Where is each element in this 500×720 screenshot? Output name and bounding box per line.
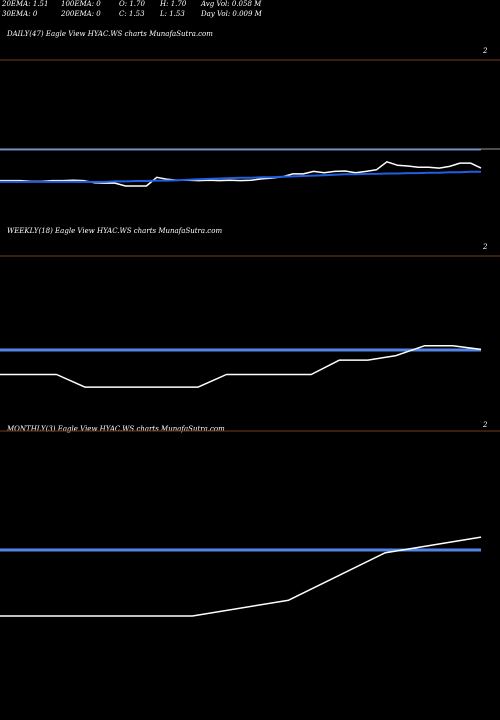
weekly-panel-title: WEEKLY(18) Eagle View HYAC.WS charts Mun… — [7, 227, 222, 235]
daily-ema-line — [0, 170, 481, 183]
stat-high: H: 1.70 — [160, 0, 187, 8]
monthly-panel-title: MONTHLY(3) Eagle View HYAC.WS charts Mun… — [6, 425, 225, 433]
stat-200ema: 200EMA: 0 — [61, 10, 101, 18]
stat-close: C: 1.53 — [119, 10, 145, 18]
daily-panel-title: DAILY(47) Eagle View HYAC.WS charts Muna… — [6, 30, 213, 38]
stat-20ema: 20EMA: 1.51 — [2, 0, 49, 8]
stat-30ema: 30EMA: 0 — [2, 10, 38, 18]
weekly-axis-tick: 2 — [482, 243, 488, 251]
monthly-price-line — [0, 536, 482, 617]
stat-avg-vol: Avg Vol: 0.058 M — [201, 0, 262, 8]
daily-axis-tick: 2 — [482, 47, 488, 55]
daily-price-line — [0, 161, 482, 187]
stat-low: L: 1.53 — [160, 10, 185, 18]
stat-day-vol: Day Vol: 0.009 M — [201, 10, 262, 18]
stat-100ema: 100EMA: 0 — [61, 0, 101, 8]
stat-open: O: 1.70 — [119, 0, 145, 8]
weekly-price-line — [0, 345, 482, 388]
monthly-axis-tick: 2 — [482, 421, 488, 429]
